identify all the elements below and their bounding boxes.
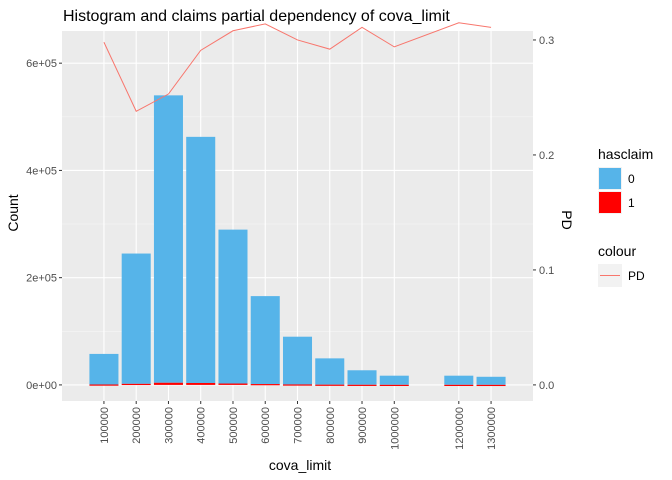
bar-hasclaim-0 xyxy=(315,358,345,385)
bar-hasclaim-1 xyxy=(218,383,248,385)
x-tick-label: 500000 xyxy=(228,407,240,444)
bar-hasclaim-1 xyxy=(444,384,474,387)
x-tick-label: 400000 xyxy=(196,407,208,444)
y-axis-right: 0.0 0.1 0.2 0.3 xyxy=(533,35,554,392)
y2-axis-label: PD xyxy=(559,210,575,229)
bar-hasclaim-1 xyxy=(282,384,313,386)
x-tick-label: 600000 xyxy=(260,407,272,444)
x-tick-label: 1300000 xyxy=(486,407,498,450)
legend: hasclaim 0 1 colour PD xyxy=(598,146,653,287)
bar-hasclaim-1 xyxy=(476,384,506,387)
pd-line-group xyxy=(103,22,492,112)
bar-hasclaim-0 xyxy=(186,136,216,383)
x-tick-label: 900000 xyxy=(357,407,369,444)
bar-hasclaim-1 xyxy=(315,384,345,386)
bar-hasclaim-0 xyxy=(250,296,280,385)
legend-swatch-0 xyxy=(599,168,621,189)
x-tick-label: 100000 xyxy=(99,407,111,444)
x-axis: 100000 200000 300000 400000 500000 600000 7000… xyxy=(99,401,498,450)
x-axis-label: cova_limit xyxy=(269,457,331,473)
y2-tick-label: 0.2 xyxy=(539,150,554,162)
bar-hasclaim-0 xyxy=(347,370,377,385)
y-tick-label: 4e+05 xyxy=(26,165,57,177)
y2-tick-label: 0.3 xyxy=(539,35,554,47)
y2-tick-label: 0.1 xyxy=(539,265,554,277)
bar-hasclaim-0 xyxy=(89,353,119,385)
y-tick-label: 6e+05 xyxy=(26,58,57,70)
y-tick-label: 0e+00 xyxy=(26,380,57,392)
x-tick-label: 800000 xyxy=(325,407,337,444)
chart-title: Histogram and claims partial dependency … xyxy=(63,8,450,25)
y-axis-label: Count xyxy=(5,194,21,231)
bar-hasclaim-0 xyxy=(121,253,151,384)
legend-fill-title: hasclaim xyxy=(598,146,653,162)
y-axis-left: 0e+00 2e+05 4e+05 6e+05 xyxy=(26,58,62,392)
x-tick-label: 200000 xyxy=(131,407,143,444)
bars xyxy=(89,95,506,387)
x-tick-label: 1000000 xyxy=(389,407,401,450)
bar-hasclaim-0 xyxy=(153,95,183,383)
bar-hasclaim-1 xyxy=(89,384,119,386)
y2-tick-label: 0.0 xyxy=(539,380,554,392)
y-tick-label: 2e+05 xyxy=(26,273,57,285)
bar-hasclaim-1 xyxy=(186,382,216,385)
bar-hasclaim-0 xyxy=(444,375,474,385)
legend-label-1: 1 xyxy=(628,196,635,210)
legend-colour-title: colour xyxy=(598,243,636,259)
x-tick-label: 1200000 xyxy=(454,407,466,450)
legend-swatch-1 xyxy=(599,192,621,213)
bar-hasclaim-1 xyxy=(347,384,377,386)
bar-hasclaim-1 xyxy=(121,383,151,386)
pd-line xyxy=(103,22,492,112)
x-tick-label: 300000 xyxy=(163,407,175,444)
bar-hasclaim-1 xyxy=(153,382,183,385)
legend-label-pd: PD xyxy=(628,269,645,283)
bar-hasclaim-1 xyxy=(379,384,409,387)
x-tick-label: 700000 xyxy=(293,407,305,444)
bar-hasclaim-0 xyxy=(476,376,506,385)
legend-label-0: 0 xyxy=(628,172,635,186)
bar-hasclaim-0 xyxy=(379,375,409,385)
bar-hasclaim-0 xyxy=(282,336,313,385)
bar-hasclaim-1 xyxy=(250,384,280,386)
bar-hasclaim-0 xyxy=(218,229,248,384)
